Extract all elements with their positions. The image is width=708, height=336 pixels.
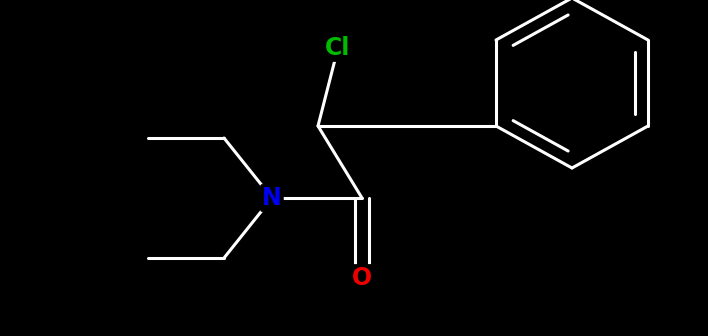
Text: N: N [262, 186, 282, 210]
Text: O: O [352, 266, 372, 290]
Text: Cl: Cl [325, 36, 350, 60]
